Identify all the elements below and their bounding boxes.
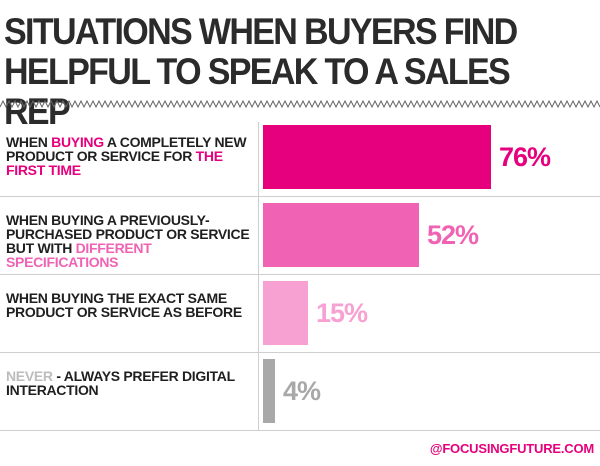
category-label: WHEN BUYING THE EXACT SAME PRODUCT OR SE…: [6, 291, 251, 319]
bar: [263, 125, 491, 189]
category-label-part: A COMPLETELY NEW PRODUCT OR SERVICE FOR: [6, 134, 247, 164]
category-label-part: WHEN: [6, 134, 52, 150]
chart-title-line-1: SITUATIONS WHEN BUYERS FIND: [4, 11, 518, 52]
category-label: WHEN BUYING A PREVIOUSLY-PURCHASED PRODU…: [6, 213, 251, 269]
category-label-part: BUYING: [51, 134, 104, 150]
category-label-part: NEVER: [6, 368, 53, 384]
row-divider: [0, 352, 600, 353]
bar-value-label: 52%: [427, 220, 479, 250]
bar-value-label: 4%: [283, 376, 321, 406]
category-label-part: DIFFERENT SPECIFICATIONS: [6, 240, 152, 270]
row-divider: [0, 430, 600, 431]
bar: [263, 359, 275, 423]
chart-title: SITUATIONS WHEN BUYERS FIND HELPFUL TO S…: [4, 12, 547, 132]
row-divider: [0, 274, 600, 275]
bar-value-label: 76%: [499, 142, 551, 172]
zigzag-divider: [0, 100, 600, 108]
category-label: WHEN BUYING A COMPLETELY NEW PRODUCT OR …: [6, 135, 251, 177]
bar-value-label: 15%: [316, 298, 368, 328]
bar: [263, 281, 308, 345]
category-label-part: WHEN BUYING THE EXACT SAME PRODUCT OR SE…: [6, 290, 242, 320]
row-divider: [0, 196, 600, 197]
category-label-part: THE FIRST TIME: [6, 148, 223, 178]
category-label: NEVER - ALWAYS PREFER DIGITAL INTERACTIO…: [6, 369, 251, 397]
chart-title-line-2: HELPFUL TO SPEAK TO A SALES REP: [4, 51, 511, 132]
chart-axis-line: [258, 122, 259, 430]
bar: [263, 203, 419, 267]
footer-credit: @FOCUSINGFUTURE.COM: [429, 441, 594, 456]
category-label-part: WHEN BUYING A PREVIOUSLY-PURCHASED PRODU…: [6, 212, 250, 256]
category-label-part: - ALWAYS PREFER DIGITAL INTERACTION: [6, 368, 235, 398]
